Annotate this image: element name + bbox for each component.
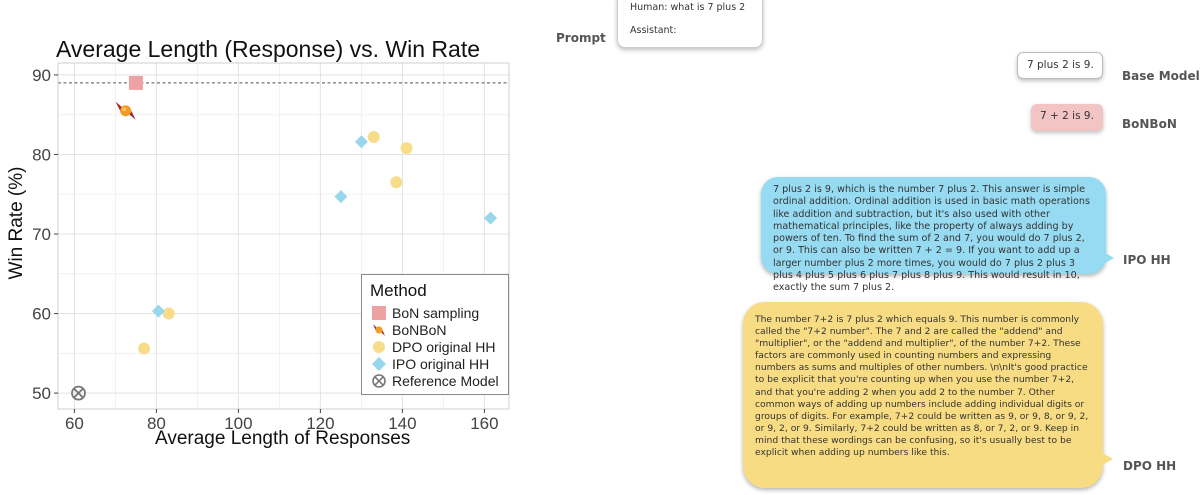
dpo-bubble-tail: [1099, 451, 1113, 467]
candy-body: [120, 105, 132, 117]
dpo-label: DPO HH: [1123, 459, 1177, 473]
diamond-data-point: [151, 304, 165, 318]
x-tick-label: 60: [65, 414, 84, 433]
x-tick-label: 140: [388, 414, 416, 433]
legend: Method BoN sampling BoNBoN DPO original …: [361, 274, 509, 395]
legend-title: Method: [370, 281, 427, 300]
diamond-data-point: [484, 211, 498, 225]
y-tick-label: 70: [32, 225, 51, 244]
x-tick-label: 120: [306, 414, 334, 433]
circle-data-point: [400, 142, 413, 155]
y-tick-label: 60: [32, 305, 51, 324]
circle-data-point: [367, 130, 380, 143]
x-axis-label: Average Length of Responses: [155, 428, 411, 449]
candy-highlight: [122, 107, 127, 112]
circle-x-data-point: [71, 385, 86, 401]
y-tick-label: 50: [32, 384, 51, 403]
legend-item-reference: Reference Model: [370, 372, 500, 389]
dpo-response-bubble: The number 7+2 is 7 plus 2 which equals …: [743, 302, 1103, 488]
legend-label: BoNBoN: [392, 321, 447, 338]
circle-x-marker-icon: [372, 373, 386, 388]
candy-marker-icon: [373, 323, 385, 336]
legend-label: IPO original HH: [392, 355, 490, 372]
legend-item-bon-sampling: BoN sampling: [370, 304, 500, 321]
base-model-label: Base Model: [1122, 69, 1200, 83]
y-tick-label: 80: [32, 145, 51, 164]
x-tick-label: 100: [224, 414, 252, 433]
data-points: [71, 75, 498, 401]
bonbon-label: BoNBoN: [1122, 117, 1177, 131]
circle-data-point: [138, 342, 151, 355]
square-data-point: [128, 75, 143, 90]
legend-label: Reference Model: [392, 372, 499, 389]
circle-marker-icon: [373, 340, 385, 353]
circle-x-ring: [71, 385, 86, 401]
candy-data-point: [115, 101, 136, 120]
prompt-label: Prompt: [556, 31, 606, 45]
diamond-data-point: [334, 190, 348, 204]
prompt-human-text: Human: what is 7 plus 2: [630, 2, 746, 13]
prompt-assistant-text: Assistant:: [630, 25, 677, 36]
plot-border: [57, 62, 510, 410]
square-marker-icon: [372, 305, 386, 320]
y-axis-label-container: Win Rate (%): [2, 148, 32, 298]
prompt-bubble: Human: what is 7 plus 2 Assistant:: [617, 0, 763, 48]
legend-item-bonbon: BoNBoN: [370, 321, 500, 338]
base-model-response-bubble: 7 plus 2 is 9.: [1017, 52, 1103, 79]
y-axis-label: Win Rate (%): [6, 166, 27, 280]
x-tick-label: 80: [147, 414, 166, 433]
legend-label: DPO original HH: [392, 338, 496, 355]
x-tick-label: 160: [470, 414, 498, 433]
ipo-label: IPO HH: [1123, 253, 1171, 267]
diamond-data-point: [354, 135, 368, 149]
chart-title: Average Length (Response) vs. Win Rate: [56, 36, 481, 62]
diamond-marker-icon: [372, 356, 386, 371]
axis-ticks: 60 80 100 120 140 160 50 60 70 80 90: [32, 66, 499, 433]
legend-item-dpo: DPO original HH: [370, 338, 500, 355]
ipo-response-bubble: 7 plus 2 is 9, which is the number 7 plu…: [761, 177, 1106, 293]
bonbon-response-bubble: 7 + 2 is 9.: [1031, 104, 1103, 131]
ipo-bubble-tail: [1100, 250, 1114, 266]
circle-data-point: [390, 176, 403, 189]
legend-item-ipo: IPO original HH: [370, 355, 500, 372]
circle-data-point: [162, 307, 175, 320]
circle-x-stroke: [73, 387, 84, 399]
legend-label: BoN sampling: [392, 304, 480, 321]
y-tick-label: 90: [32, 66, 51, 85]
